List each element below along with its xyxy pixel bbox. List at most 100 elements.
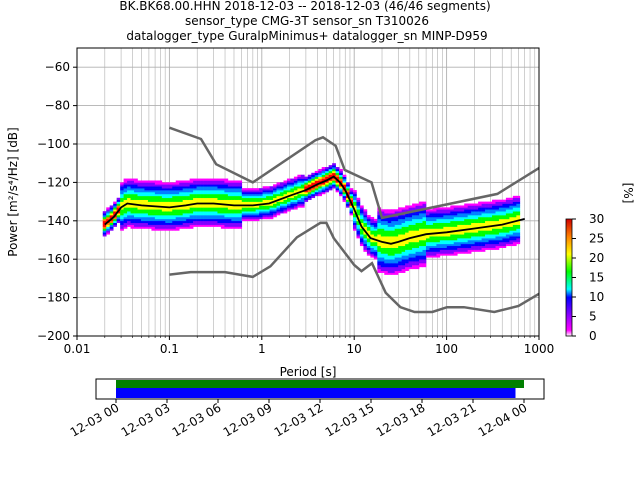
heatmap-cell [443,243,448,247]
heatmap-cell [457,247,462,250]
heatmap-cell [359,207,364,210]
heatmap-cell [492,220,496,224]
heatmap-cell [370,224,375,227]
heatmap-cell [137,213,142,216]
heatmap-cell [182,224,187,227]
heatmap-cell [464,232,468,235]
heatmap-cell [234,216,239,220]
heatmap-cell [335,188,340,191]
heatmap-cell [158,216,163,220]
heatmap-cell [387,253,392,256]
heatmap-cell [502,201,507,204]
heatmap-cell [297,182,302,185]
heatmap-cell [384,238,389,241]
heatmap-cell [346,184,350,187]
heatmap-cell [175,201,180,204]
heatmap-cell [234,207,239,210]
heatmap-cell [130,201,135,204]
heatmap-cell [380,236,385,239]
heatmap-cell [363,234,368,237]
heatmap-cell [443,218,448,222]
heatmap-cell [168,184,173,187]
heatmap-cell [179,211,183,214]
heatmap-cell [460,238,465,241]
heatmap-cell [457,236,462,239]
heatmap-cell [394,251,399,254]
heatmap-cell [106,207,111,210]
heatmap-cell [408,207,413,210]
heatmap-cell [467,249,472,252]
heatmap-cell [140,186,145,189]
heatmap-cell [231,201,236,204]
heatmap-cell [182,207,187,210]
heatmap-cell [464,224,468,227]
heatmap-cell [182,180,187,183]
heatmap-cell [269,186,274,189]
heatmap-cell [446,222,451,225]
heatmap-cell [419,236,423,239]
heatmap-cell [485,247,489,250]
heatmap-cell [349,193,354,197]
heatmap-cell [283,193,288,197]
heatmap-cell [415,251,420,254]
heatmap-cell [172,195,177,199]
heatmap-cell [377,257,382,260]
heatmap-cell [238,182,243,185]
heatmap-cell [405,222,409,225]
heatmap-cell [394,249,399,252]
heatmap-cell [241,209,246,212]
heatmap-cell [478,201,482,204]
heatmap-cell [168,218,173,222]
heatmap-cell [405,236,409,239]
heatmap-cell [425,238,430,241]
heatmap-cell [394,253,399,256]
heatmap-cell [412,215,416,218]
heatmap-cell [405,234,409,237]
heatmap-cell [502,228,507,231]
heatmap-cell [391,220,395,224]
heatmap-cell [346,186,350,189]
heatmap-cell [436,253,441,256]
heatmap-cell [255,201,260,204]
heatmap-cell [224,224,229,227]
heatmap-cell [339,170,343,174]
heatmap-cell [189,180,194,183]
heatmap-cell [432,236,437,239]
heatmap-cell [380,243,385,247]
heatmap-cell [220,216,225,220]
heatmap-cell [398,207,402,210]
heatmap-cell [377,259,382,262]
heatmap-cell [140,201,145,204]
heatmap-cell [505,205,510,208]
heatmap-cell [120,216,124,220]
heatmap-cell [196,207,201,210]
heatmap-cell [415,224,420,227]
heatmap-cell [147,226,152,229]
heatmap-cell [457,251,462,254]
heatmap-cell [172,182,177,185]
heatmap-cell [363,209,368,212]
heatmap-cell [450,234,455,237]
heatmap-cell [502,211,507,214]
heatmap-cell [290,188,295,191]
heatmap-cell [127,195,131,199]
heatmap-cell [366,249,371,252]
heatmap-cell [266,190,270,193]
heatmap-cell [509,205,514,208]
heatmap-cell [359,238,364,241]
heatmap-cell [304,180,309,183]
heatmap-cell [147,203,152,206]
heatmap-cell [443,232,448,235]
heatmap-cell [200,207,204,210]
heatmap-cell [401,209,406,212]
heatmap-cell [380,270,385,273]
heatmap-cell [505,230,510,233]
heatmap-cell [224,209,229,212]
heatmap-cell [158,207,163,210]
heatmap-cell [415,264,420,268]
heatmap-cell [217,180,222,183]
heatmap-cell [332,165,336,168]
heatmap-cell [405,209,409,212]
heatmap-cell [280,203,284,206]
